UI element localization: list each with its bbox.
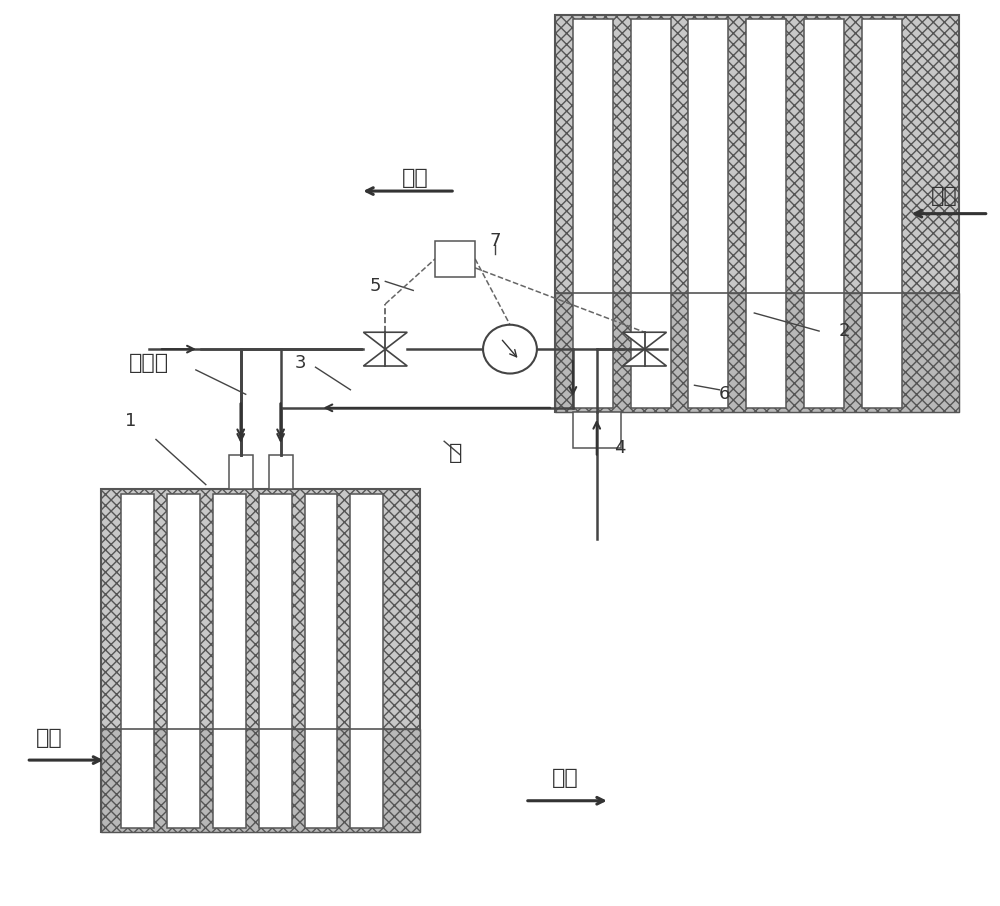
Text: 6: 6 <box>719 385 730 403</box>
Bar <box>688 19 728 408</box>
Bar <box>631 19 671 408</box>
Text: 3: 3 <box>295 353 306 371</box>
Text: 水: 水 <box>448 443 462 463</box>
Bar <box>101 729 420 833</box>
Bar <box>101 489 420 833</box>
Text: 烟气: 烟气 <box>551 768 578 788</box>
Text: 水蔟气: 水蔟气 <box>129 352 169 372</box>
Bar <box>167 494 200 828</box>
Text: 5: 5 <box>370 277 381 295</box>
Text: 2: 2 <box>838 322 850 340</box>
Text: 4: 4 <box>614 439 625 458</box>
Bar <box>573 19 613 408</box>
Bar <box>213 494 246 828</box>
Bar <box>229 455 253 489</box>
Polygon shape <box>623 349 667 366</box>
Bar <box>269 455 293 489</box>
Text: 7: 7 <box>489 232 501 250</box>
Text: 空气: 空气 <box>402 168 429 188</box>
Bar <box>573 412 621 448</box>
Bar <box>555 14 959 412</box>
Bar <box>121 494 154 828</box>
Bar <box>746 19 786 408</box>
Polygon shape <box>623 333 667 349</box>
Bar <box>350 494 383 828</box>
Polygon shape <box>363 333 407 349</box>
Polygon shape <box>363 349 407 366</box>
Bar <box>862 19 902 408</box>
Text: 烟气: 烟气 <box>36 728 63 747</box>
Bar <box>435 241 475 277</box>
Bar <box>259 494 292 828</box>
Bar <box>305 494 337 828</box>
Bar <box>804 19 844 408</box>
Text: 空气: 空气 <box>930 186 957 206</box>
Bar <box>555 294 959 412</box>
Text: 1: 1 <box>125 412 137 430</box>
